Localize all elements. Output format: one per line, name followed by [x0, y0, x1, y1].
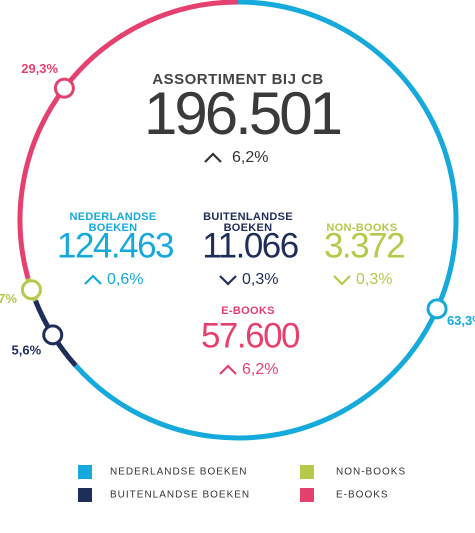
category-label-text: BUITENLANDSE BOEKEN — [203, 211, 293, 234]
segment-marker — [426, 298, 448, 320]
category-label-text: E-BOOKS — [221, 305, 275, 317]
segment-marker — [20, 279, 42, 301]
total-change: 6,2% — [232, 149, 268, 166]
legend-swatch — [78, 465, 92, 479]
segment-label: 5,6% — [12, 343, 42, 358]
legend-swatch — [78, 488, 92, 502]
arrow-up — [84, 274, 102, 285]
arrow-up — [204, 152, 222, 163]
category-label: NON-BOOKS — [302, 200, 422, 234]
category-label: E-BOOKS — [188, 293, 308, 317]
category-label-text: NEDERLANDSE BOEKEN — [69, 211, 157, 234]
category-change: 6,2% — [242, 361, 278, 378]
category-amount: 57.600 — [201, 316, 300, 355]
category-label: NEDERLANDSE BOEKEN — [53, 200, 173, 234]
arrow-down — [219, 275, 237, 286]
category-change: 0,3% — [242, 271, 278, 288]
legend-label: NON-BOOKS — [336, 467, 406, 478]
category-amount: 11.066 — [202, 226, 297, 265]
category-label-text: NON-BOOKS — [326, 222, 398, 234]
legend-swatch — [300, 465, 314, 479]
category-change: 0,3% — [356, 271, 392, 288]
legend-label: BUITENLANDSE BOEKEN — [110, 490, 250, 501]
segment-label: 29,3% — [21, 61, 58, 76]
chart-title: ASSORTIMENT BIJ CB — [152, 71, 324, 88]
category-change: 0,6% — [107, 271, 143, 288]
segment-label: 63,3% — [447, 313, 475, 328]
category-amount: 3.372 — [324, 226, 404, 265]
arrow-down — [333, 275, 351, 286]
category-label: BUITENLANDSE BOEKEN — [188, 200, 308, 234]
segment-marker — [42, 324, 64, 346]
legend-label: NEDERLANDSE BOEKEN — [110, 467, 247, 478]
legend-swatch — [300, 488, 314, 502]
legend-label: E-BOOKS — [336, 490, 389, 501]
segment-marker — [53, 77, 75, 99]
category-amount: 124.463 — [57, 226, 173, 265]
segment-label: 1,7% — [0, 291, 17, 306]
total-value: 196.501 — [144, 80, 341, 147]
arrow-up — [219, 364, 237, 375]
